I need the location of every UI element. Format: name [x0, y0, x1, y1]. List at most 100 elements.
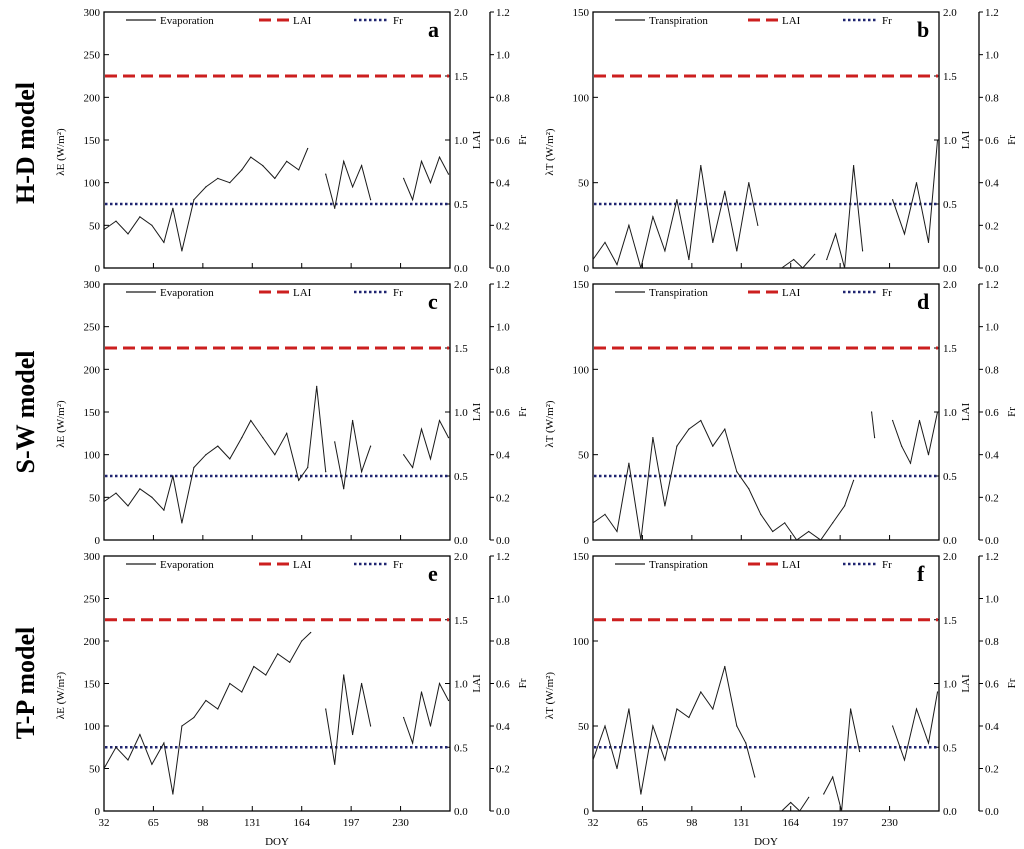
- lai-tick-label: 2.0: [454, 279, 468, 291]
- lai-tick-label: 0.0: [943, 263, 957, 275]
- fr-tick-label: 1.2: [496, 279, 510, 291]
- x-tick-label: 65: [637, 817, 649, 829]
- fr-tick-label: 1.0: [985, 50, 999, 62]
- fr-tick-label: 1.2: [985, 7, 999, 19]
- data-point: [420, 160, 423, 162]
- data-point: [163, 742, 165, 744]
- data-point: [115, 220, 117, 222]
- fr-tick-label: 0.8: [496, 636, 510, 648]
- fr-tick-label: 1.2: [496, 7, 510, 19]
- data-point: [700, 691, 702, 693]
- lai-tick-label: 1.5: [943, 615, 957, 627]
- lai-axis-title: LAI: [471, 131, 483, 150]
- series-line-segment: [403, 682, 449, 745]
- fr-tick-label: 0.6: [496, 135, 510, 147]
- data-point: [352, 733, 354, 736]
- panel-letter: e: [428, 561, 438, 586]
- data-point: [438, 682, 441, 685]
- legend-series-label: Evaporation: [160, 559, 214, 571]
- y-axis-title: λT (W/m²): [544, 400, 556, 448]
- series-line: [592, 419, 855, 541]
- data-point: [823, 793, 825, 795]
- series-line: [592, 666, 756, 795]
- x-tick-label: 197: [832, 817, 849, 829]
- data-point: [298, 479, 300, 481]
- data-point: [688, 258, 690, 261]
- data-point: [274, 454, 276, 456]
- data-point: [286, 160, 288, 162]
- y-tick-label: 100: [573, 92, 590, 104]
- series-line-segment: [823, 708, 861, 812]
- legend-series-label: Transpiration: [649, 287, 708, 299]
- series-line-segment: [871, 411, 876, 438]
- data-point: [927, 742, 930, 744]
- lai-tick-label: 2.0: [943, 551, 957, 563]
- fr-tick-label: 1.0: [496, 594, 510, 606]
- y-tick-label: 250: [84, 50, 101, 62]
- lai-tick-label: 2.0: [454, 551, 468, 563]
- fr-tick-label: 0.2: [496, 220, 510, 232]
- x-tick-label: 98: [686, 817, 698, 829]
- data-point: [420, 691, 423, 693]
- data-point: [103, 229, 105, 231]
- data-point: [640, 267, 642, 269]
- data-point: [286, 432, 288, 434]
- data-point: [814, 253, 816, 255]
- y-tick-label: 150: [84, 407, 101, 419]
- plot-frame: [103, 555, 451, 812]
- data-point: [193, 466, 195, 469]
- data-point: [652, 725, 654, 727]
- data-point: [712, 708, 714, 710]
- y-tick-label: 300: [84, 551, 101, 563]
- data-point: [253, 665, 255, 668]
- lai-tick-label: 1.0: [943, 135, 957, 147]
- y-tick-label: 300: [84, 279, 101, 291]
- lai-tick-label: 1.5: [454, 343, 468, 355]
- y-tick-label: 50: [578, 450, 590, 462]
- lai-axis-title: LAI: [471, 403, 483, 422]
- lai-tick-label: 0.5: [943, 742, 957, 754]
- fr-tick-label: 0.6: [985, 135, 999, 147]
- y-tick-label: 200: [84, 636, 101, 648]
- fr-tick-label: 1.2: [985, 279, 999, 291]
- data-point: [361, 165, 363, 167]
- y-tick-label: 100: [84, 721, 101, 733]
- x-tick-label: 131: [244, 817, 261, 829]
- data-point: [903, 759, 906, 761]
- x-tick-label: 98: [197, 817, 209, 829]
- y-axis-title: λE (W/m²): [55, 128, 67, 176]
- data-point: [781, 267, 783, 269]
- data-point: [447, 437, 450, 439]
- data-point: [163, 509, 165, 511]
- fr-tick-label: 0.4: [985, 178, 999, 190]
- data-point: [193, 199, 195, 201]
- data-point: [936, 691, 939, 693]
- data-point: [265, 674, 267, 676]
- data-point: [628, 224, 630, 226]
- fr-tick-label: 0.8: [985, 92, 999, 104]
- data-point: [370, 445, 372, 447]
- data-point: [334, 207, 336, 209]
- data-point: [438, 419, 441, 422]
- data-point: [241, 169, 243, 171]
- data-point: [616, 264, 618, 266]
- data-point: [205, 454, 207, 456]
- fr-tick-label: 0.0: [496, 535, 510, 547]
- data-point: [652, 216, 654, 218]
- panel-letter: f: [917, 561, 925, 586]
- data-point: [748, 182, 750, 184]
- data-point: [616, 767, 618, 770]
- y-tick-label: 100: [573, 636, 590, 648]
- fr-tick-label: 1.0: [496, 50, 510, 62]
- data-point: [936, 411, 939, 413]
- data-point: [172, 793, 174, 795]
- data-point: [927, 454, 930, 456]
- series-line: [592, 165, 759, 269]
- lai-axis-title: LAI: [960, 403, 972, 422]
- legend-lai-label: LAI: [293, 559, 312, 571]
- data-point: [217, 708, 219, 710]
- data-point: [790, 801, 792, 804]
- data-point: [604, 725, 606, 727]
- data-point: [127, 759, 129, 761]
- lai-tick-label: 2.0: [943, 279, 957, 291]
